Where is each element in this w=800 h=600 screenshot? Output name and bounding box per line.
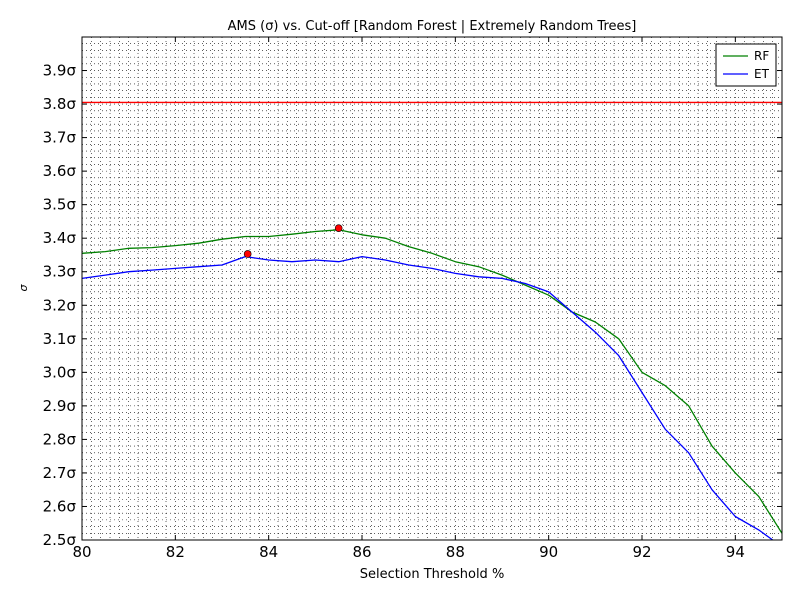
y-tick-label: 2.7σ: [43, 464, 77, 482]
legend: RF ET: [715, 43, 777, 87]
x-tick-label: 88: [446, 543, 465, 561]
x-tick-label: 82: [166, 543, 185, 561]
max-marker-rf: [334, 224, 343, 232]
y-tick-label: 2.8σ: [43, 430, 77, 448]
y-axis-ticks: 2.5σ 2.6σ 2.7σ 2.8σ 2.9σ 3.0σ 3.1σ 3.2σ 3.3σ 3.4σ…: [43, 62, 782, 549]
y-tick-label: 3.2σ: [43, 296, 77, 314]
legend-label-rf: RF: [754, 49, 769, 63]
x-tick-label: 86: [352, 543, 371, 561]
x-tick-label: 94: [726, 543, 745, 561]
series-line-et: [81, 255, 774, 541]
series-group: [81, 229, 783, 541]
y-tick-label: 3.9σ: [43, 62, 77, 80]
plot-frame: [81, 36, 783, 541]
y-tick-label: 2.6σ: [43, 497, 77, 515]
max-markers: [243, 224, 343, 258]
y-tick-label: 3.1σ: [43, 330, 77, 348]
grid-lines: [82, 37, 782, 540]
y-tick-label: 3.6σ: [43, 162, 77, 180]
y-tick-label: 3.0σ: [43, 363, 77, 381]
y-tick-label: 3.4σ: [43, 229, 77, 247]
x-tick-label: 84: [259, 543, 278, 561]
max-marker-et: [243, 250, 252, 258]
legend-label-et: ET: [754, 67, 770, 81]
y-tick-label: 2.5σ: [43, 531, 77, 549]
y-axis-label: σ: [17, 283, 30, 291]
series-line-rf: [81, 229, 783, 534]
chart-title: AMS (σ) vs. Cut-off [Random Forest | Ext…: [228, 19, 637, 34]
y-tick-label: 3.7σ: [43, 129, 77, 147]
x-tick-label: 90: [539, 543, 558, 561]
x-axis-label: Selection Threshold %: [360, 567, 505, 582]
legend-box: [715, 43, 777, 87]
y-tick-label: 3.8σ: [43, 95, 77, 113]
x-axis-ticks: 80 82 84 86 88 90 92 94: [72, 37, 745, 561]
y-tick-label: 3.5σ: [43, 196, 77, 214]
y-tick-label: 3.3σ: [43, 263, 77, 281]
x-tick-label: 92: [632, 543, 651, 561]
x-tick-label: 80: [72, 543, 91, 561]
y-tick-label: 2.9σ: [43, 397, 77, 415]
